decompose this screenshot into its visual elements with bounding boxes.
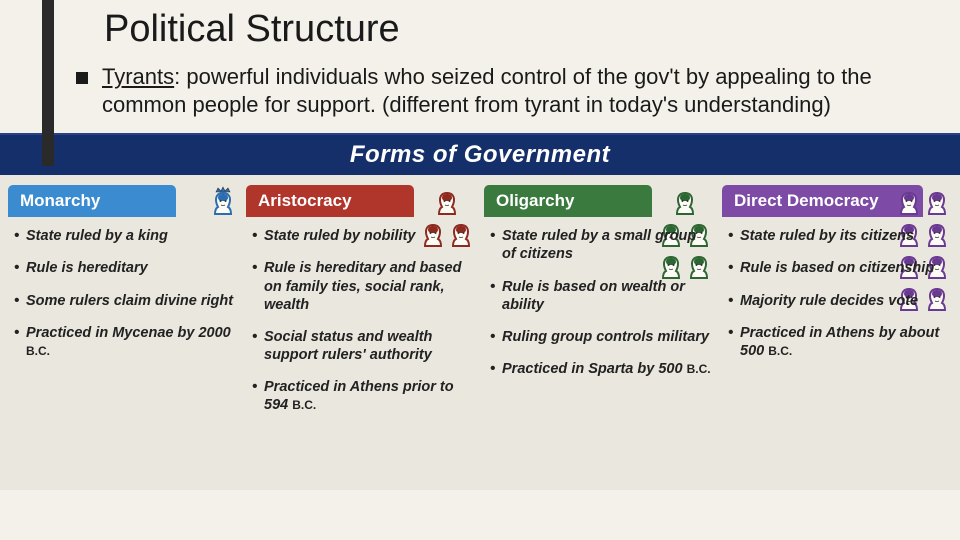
list-item: Practiced in Athens prior to 594 B.C. xyxy=(252,378,474,414)
list-item: Some rulers claim divine right xyxy=(14,292,236,310)
column-list-monarchy: State ruled by a king Rule is hereditary S… xyxy=(8,217,242,360)
person-icon xyxy=(896,185,922,215)
column-monarchy: Monarchy State ruled by a king Rule is her… xyxy=(8,185,242,490)
person-icon xyxy=(210,185,236,215)
list-item: Majority rule decides vote xyxy=(728,292,950,310)
icon-stack-monarchy xyxy=(210,185,236,215)
column-aristocracy: Aristocracy State ruled by nobility Rule i… xyxy=(246,185,480,490)
chart-banner: Forms of Government xyxy=(0,133,960,175)
bullet-item: Tyrants: powerful individuals who seized… xyxy=(0,63,960,119)
slide-accent-bar xyxy=(42,0,54,166)
slide-header: Political Structure xyxy=(0,0,960,51)
list-item: Rule is hereditary xyxy=(14,259,236,277)
bullet-term: Tyrants xyxy=(102,64,174,89)
list-item: State ruled by its citizens xyxy=(728,227,950,245)
list-item: Ruling group controls military xyxy=(490,328,712,346)
chart-banner-title: Forms of Government xyxy=(350,141,610,169)
list-item: State ruled by a king xyxy=(14,227,236,245)
list-item: Social status and wealth support rulers'… xyxy=(252,328,474,364)
bullet-square-icon xyxy=(76,72,88,84)
person-icon xyxy=(672,185,698,215)
list-item: Practiced in Mycenae by 2000 B.C. xyxy=(14,324,236,360)
column-list-oligarchy: State ruled by a small group of citizens… xyxy=(484,217,718,378)
slide-title: Political Structure xyxy=(104,8,920,51)
bullet-text: Tyrants: powerful individuals who seized… xyxy=(102,63,920,119)
list-item: Practiced in Sparta by 500 B.C. xyxy=(490,360,712,378)
column-header-democracy: Direct Democracy xyxy=(722,185,923,217)
column-header-oligarchy: Oligarchy xyxy=(484,185,652,217)
list-item: Practiced in Athens by about 500 B.C. xyxy=(728,324,950,360)
column-header-aristocracy: Aristocracy xyxy=(246,185,414,217)
person-icon xyxy=(434,185,460,215)
list-item: Rule is hereditary and based on family t… xyxy=(252,259,474,313)
list-item: Rule is based on wealth or ability xyxy=(490,278,712,314)
bullet-definition: : powerful individuals who seized contro… xyxy=(102,64,872,117)
list-item: State ruled by a small group of citizens xyxy=(490,227,712,263)
list-item: State ruled by nobility xyxy=(252,227,474,245)
column-header-monarchy: Monarchy xyxy=(8,185,176,217)
column-democracy: Direct Democracy State ruled by its citiz… xyxy=(722,185,956,490)
column-oligarchy: OligarchyState ruled by a small group of… xyxy=(484,185,718,490)
person-icon xyxy=(924,185,950,215)
chart-columns: Monarchy State ruled by a king Rule is her… xyxy=(0,175,960,490)
list-item: Rule is based on citizenship xyxy=(728,259,950,277)
